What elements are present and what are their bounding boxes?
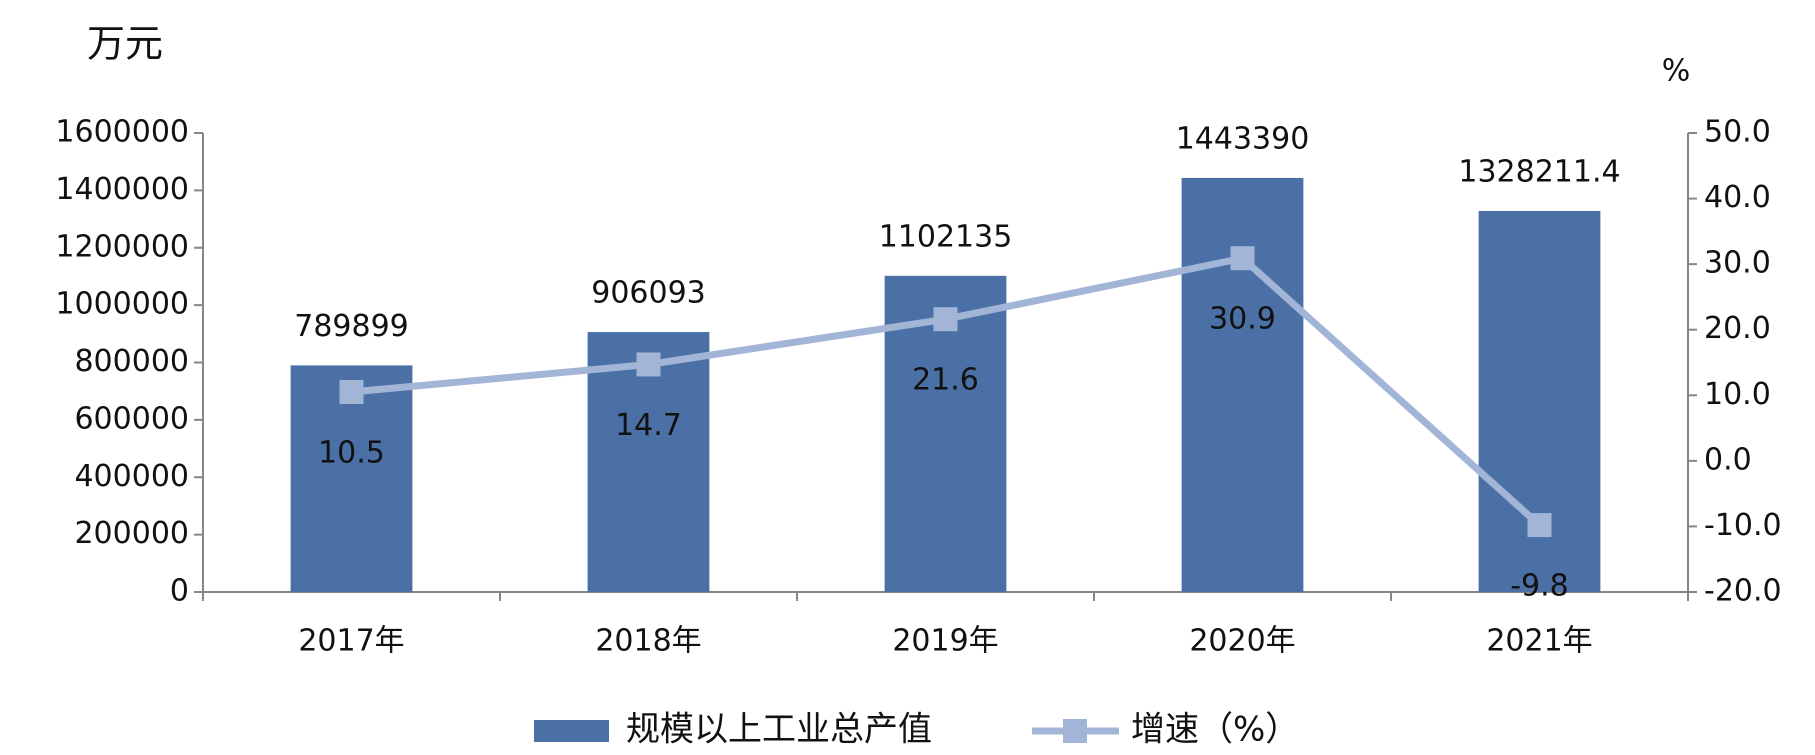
legend-label: 规模以上工业总产值 [626, 710, 932, 750]
line-value-label: 14.7 [615, 408, 682, 443]
legend-label: 增速（%） [1131, 710, 1299, 750]
y2-tick-label: 40.0 [1704, 180, 1771, 215]
y-tick-label: 0 [170, 574, 189, 609]
y-tick-label: 1000000 [55, 287, 189, 322]
x-tick-label: 2020年 [1189, 624, 1295, 659]
y2-tick-label: 20.0 [1704, 311, 1771, 346]
y2-tick-label: 30.0 [1704, 246, 1771, 281]
y2-tick-label: 50.0 [1704, 115, 1771, 150]
legend-marker [1063, 719, 1087, 743]
y-tick-label: 1600000 [55, 115, 189, 150]
y-tick-label: 600000 [74, 401, 189, 436]
x-tick-label: 2021年 [1486, 624, 1592, 659]
y-tick-label: 400000 [74, 459, 189, 494]
y-tick-label: 800000 [74, 344, 189, 379]
y-tick-label: 1400000 [55, 172, 189, 207]
line-marker [339, 380, 364, 405]
line-marker [636, 352, 661, 377]
y2-tick-label: 10.0 [1704, 377, 1771, 412]
y2-tick-label: -20.0 [1704, 574, 1782, 609]
legend-swatch [534, 720, 609, 742]
x-tick-label: 2019年 [892, 624, 998, 659]
y-tick-label: 200000 [74, 516, 189, 551]
y2-tick-label: 0.0 [1704, 442, 1752, 477]
y2-axis-label: % [1662, 54, 1691, 89]
line-value-label: 10.5 [318, 436, 385, 471]
y-tick-label: 1200000 [55, 229, 189, 264]
bar-value-label: 789899 [294, 309, 409, 344]
y2-tick-label: -10.0 [1704, 508, 1782, 543]
bar-value-label: 1102135 [879, 219, 1013, 254]
line-marker [1230, 246, 1255, 271]
line-value-label: 30.9 [1209, 302, 1276, 337]
y-axis-label: 万元 [87, 22, 163, 66]
line-marker [933, 307, 958, 332]
line-value-label: 21.6 [912, 363, 979, 398]
x-tick-label: 2018年 [595, 624, 701, 659]
line-value-label: -9.8 [1510, 569, 1569, 604]
bar [1181, 177, 1304, 592]
bar-value-label: 1443390 [1176, 121, 1310, 156]
line-marker [1527, 513, 1552, 538]
bar-value-label: 1328211.4 [1458, 154, 1620, 189]
bar-value-label: 906093 [591, 276, 706, 311]
x-tick-label: 2017年 [298, 624, 404, 659]
